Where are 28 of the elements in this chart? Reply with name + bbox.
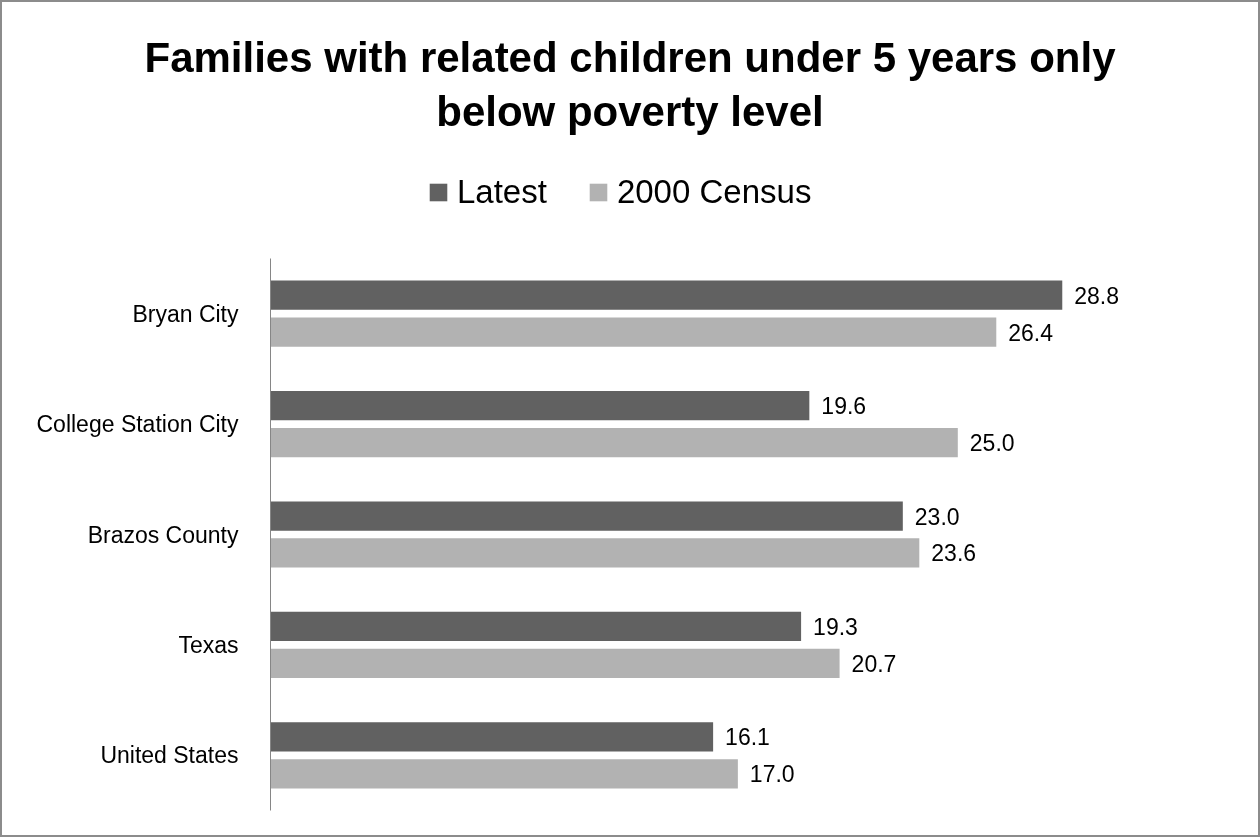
bar (270, 759, 738, 789)
bar (270, 390, 810, 421)
data-label: 17.0 (749, 761, 795, 788)
data-label: 19.3 (813, 613, 858, 640)
y-tick-label: Texas (178, 631, 239, 658)
chart-title: Families with related children under 5 years only below poverty level (143, 33, 1117, 137)
bar (270, 722, 714, 752)
data-label: 28.8 (1074, 282, 1120, 309)
y-tick-label: Brazos County (87, 521, 239, 548)
data-label: 23.6 (931, 540, 977, 567)
data-label: 20.7 (851, 650, 897, 677)
bar (270, 280, 1063, 310)
legend-label: Latest (457, 173, 547, 211)
data-label: 26.4 (1008, 319, 1054, 346)
bar (270, 317, 997, 347)
bar (270, 427, 958, 458)
data-label: 19.6 (821, 393, 867, 420)
data-label: 23.0 (914, 503, 960, 530)
y-tick-label: Bryan City (132, 300, 239, 327)
data-label: 16.1 (725, 724, 770, 751)
y-tick-label: United States (100, 742, 239, 769)
data-label: 25.0 (969, 430, 1015, 457)
legend-label: 2000 Census (616, 173, 812, 211)
bar (270, 611, 802, 642)
y-tick-label: College Station City (36, 411, 239, 438)
bar (270, 501, 903, 531)
bar (270, 648, 840, 679)
bar (270, 538, 920, 568)
